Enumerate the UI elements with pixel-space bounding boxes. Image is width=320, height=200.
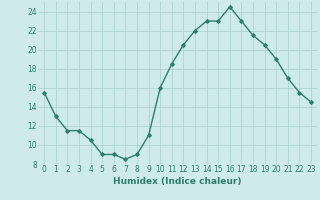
X-axis label: Humidex (Indice chaleur): Humidex (Indice chaleur) xyxy=(113,177,242,186)
